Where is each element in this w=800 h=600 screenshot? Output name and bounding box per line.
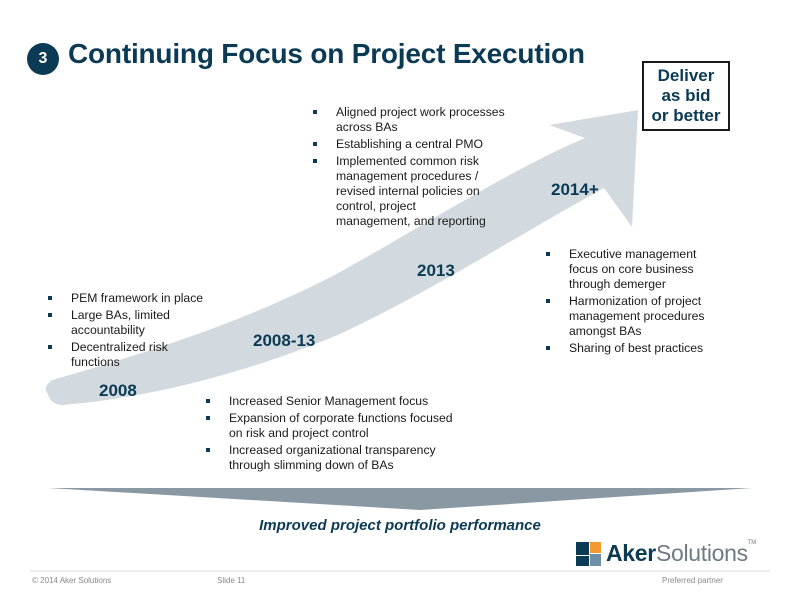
stage-2008-13-bullets: Increased Senior Management focus Expans… — [205, 394, 467, 475]
list-item: Sharing of best practices — [545, 341, 725, 356]
list-item: Harmonization of project management proc… — [545, 294, 725, 339]
aker-logo-mark — [576, 542, 601, 566]
footer-slide-number: Slide 11 — [217, 576, 246, 585]
list-item: Aligned project work processes across BA… — [312, 105, 512, 135]
goal-line-3: or better — [651, 106, 721, 125]
portfolio-banner-wedge — [48, 488, 752, 510]
page-title: Continuing Focus on Project Execution — [68, 38, 585, 69]
growth-arrow — [45, 110, 638, 405]
list-item: Expansion of corporate functions focused… — [205, 411, 467, 441]
stage-2008-bullets: PEM framework in place Large BAs, limite… — [47, 291, 207, 372]
logo-part-2: Solutions — [655, 540, 748, 566]
stage-year-2013: 2013 — [417, 261, 455, 280]
logo-tm: TM — [747, 540, 756, 546]
stage-year-2014-plus: 2014+ — [551, 180, 599, 199]
list-item: Executive management focus on core busin… — [545, 247, 725, 292]
footer-copyright: © 2014 Aker Solutions — [32, 576, 112, 585]
goal-line-2: as bid — [661, 86, 711, 105]
goal-box: Deliver as bid or better — [642, 61, 730, 131]
logo-part-1: Aker — [606, 540, 656, 566]
list-item: Decentralized risk functions — [47, 340, 207, 370]
stage-2014-plus-bullets: Executive management focus on core busin… — [545, 247, 725, 358]
list-item: Large BAs, limited accountability — [47, 308, 207, 338]
list-item: Increased organizational transparency th… — [205, 443, 467, 473]
aker-solutions-logo: AkerSolutionsTM — [606, 540, 756, 567]
goal-line-1: Deliver — [657, 66, 715, 85]
list-item: Establishing a central PMO — [312, 137, 512, 152]
portfolio-performance-banner: Improved project portfolio performance — [259, 517, 541, 534]
section-number-badge: 3 — [27, 43, 59, 75]
footer-tagline: Preferred partner — [662, 576, 723, 585]
list-item: Implemented common risk management proce… — [312, 154, 486, 229]
stage-year-2008-13: 2008-13 — [253, 331, 316, 350]
stage-year-2008: 2008 — [99, 381, 137, 400]
list-item: Increased Senior Management focus — [205, 394, 467, 409]
list-item: PEM framework in place — [47, 291, 207, 306]
stage-2013-bullets: Aligned project work processes across BA… — [312, 105, 512, 231]
